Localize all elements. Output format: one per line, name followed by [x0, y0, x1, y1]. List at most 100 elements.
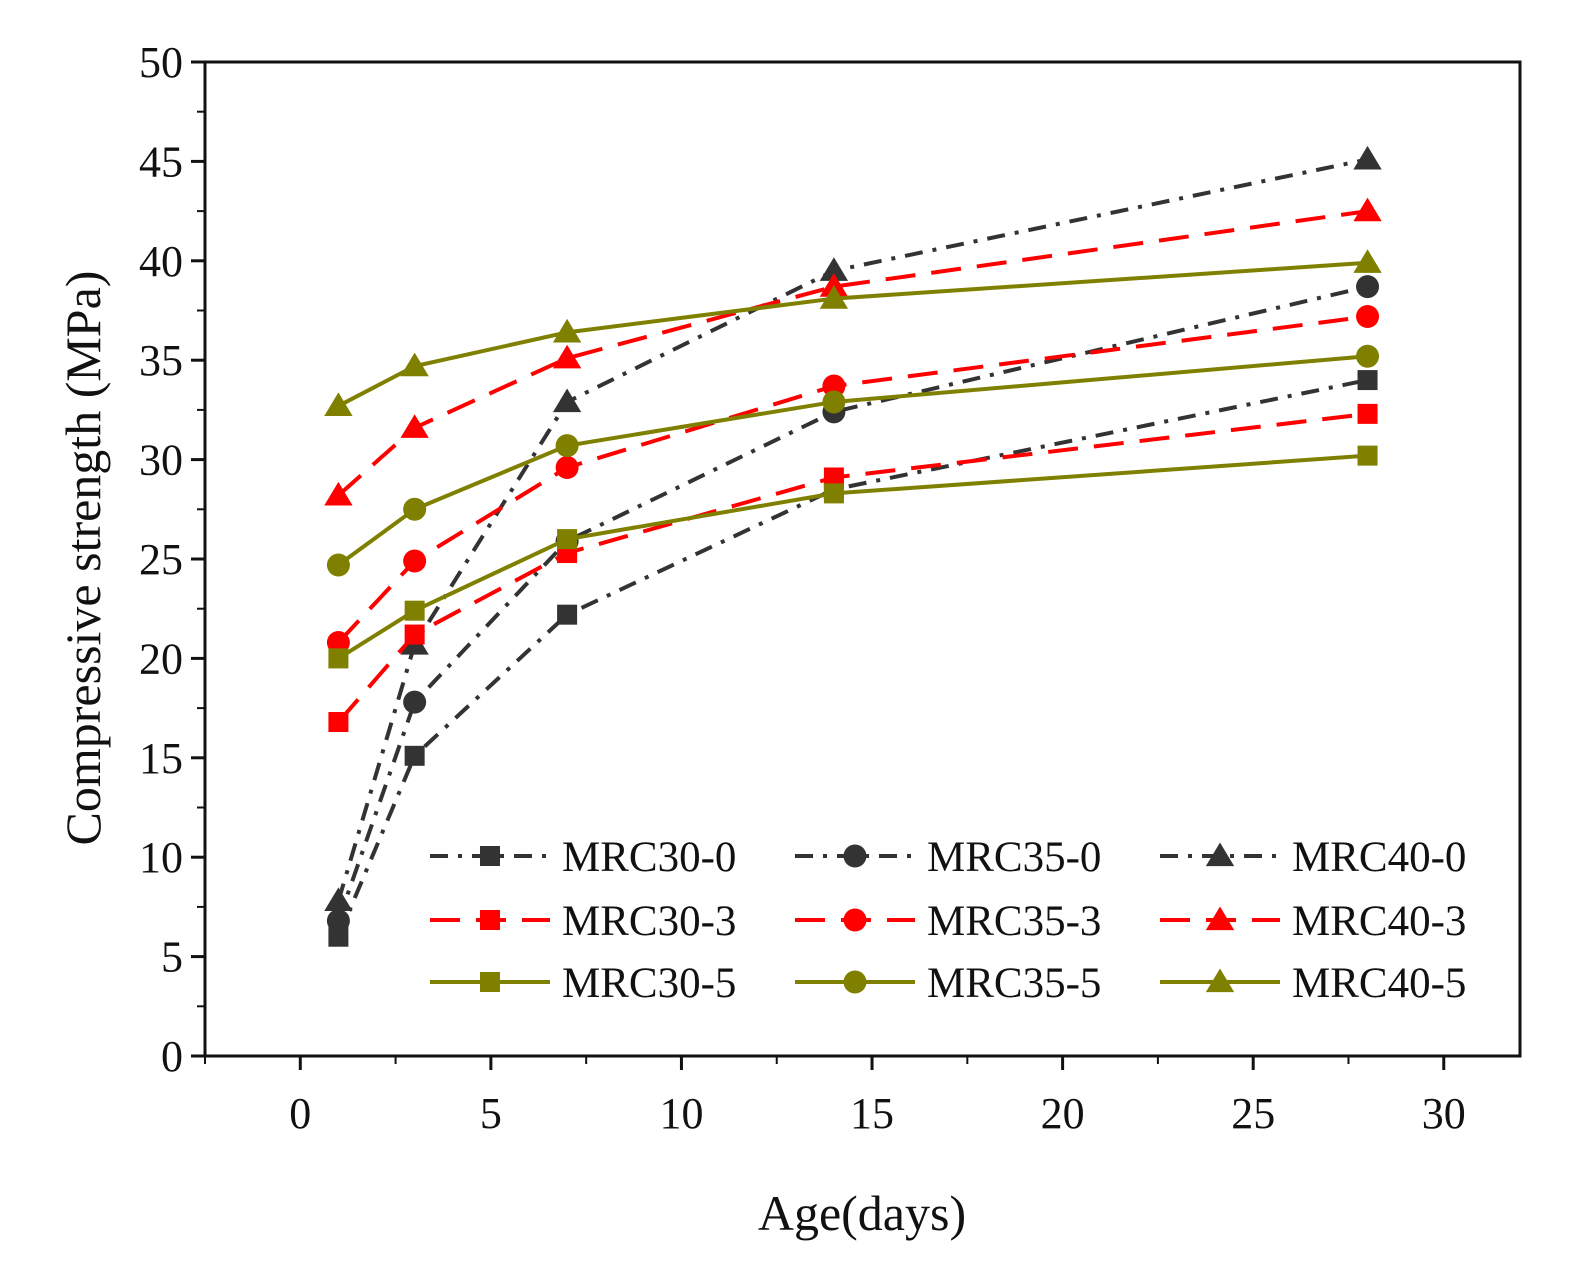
data-point: [324, 481, 353, 506]
data-point: [557, 604, 578, 625]
legend-label: MRC35-0: [927, 834, 1101, 881]
data-point: [324, 887, 353, 912]
legend-marker: [480, 972, 500, 992]
legend-marker: [1205, 906, 1235, 931]
legend-item-mrc40-0: MRC40-0: [1160, 834, 1466, 881]
data-point: [1357, 403, 1378, 424]
data-point: [1353, 249, 1382, 273]
legend-label: MRC40-3: [1292, 898, 1466, 945]
data-point: [328, 648, 349, 669]
legend-item-mrc35-0: MRC35-0: [795, 834, 1101, 881]
data-point: [400, 414, 429, 438]
data-point: [404, 600, 425, 621]
series-line: [336, 378, 1368, 938]
legend-marker: [843, 970, 867, 994]
axes-layer: 0 5 10 15 20 25 30 35 40 45 50 0 5 10 15 20 25 30: [139, 38, 1522, 1138]
series-line: [336, 284, 1368, 922]
x-tick-label: 25: [1231, 1089, 1275, 1138]
y-tick-label: 40: [139, 237, 183, 286]
x-tick-label: 15: [850, 1089, 894, 1138]
legend-item-mrc40-5: MRC40-5: [1160, 960, 1466, 1007]
data-point: [822, 374, 846, 398]
data-point: [400, 352, 429, 377]
x-tick-label: 10: [659, 1089, 703, 1138]
legend-marker: [1205, 968, 1235, 993]
data-point: [1357, 370, 1378, 391]
series-mrc30-5: [328, 445, 1378, 669]
x-tick-label: 0: [289, 1089, 311, 1138]
x-tick-label: 30: [1422, 1089, 1466, 1138]
x-axis-label: Age(days): [758, 1185, 966, 1241]
data-point: [403, 549, 427, 573]
y-tick-label: 35: [139, 336, 183, 385]
data-point: [1356, 344, 1380, 368]
data-point: [819, 273, 849, 297]
data-point: [1353, 145, 1382, 170]
data-point: [403, 690, 427, 714]
series-line: [337, 354, 1368, 567]
series-line: [336, 157, 1368, 902]
data-point: [404, 745, 425, 766]
legend-marker: [843, 908, 867, 932]
legend-item-mrc35-5: MRC35-5: [795, 960, 1101, 1007]
legend-marker: [480, 910, 500, 930]
legend: MRC30-0 MRC35-0 MRC40-0 MRC30-3 MRC35-3 MRC40…: [430, 834, 1466, 1007]
data-point: [819, 285, 849, 309]
y-axis-label: Compressive strength (MPa): [55, 271, 111, 846]
data-point: [326, 630, 350, 654]
data-point: [555, 456, 579, 480]
y-tick-label: 45: [139, 137, 183, 186]
data-point: [552, 318, 582, 343]
data-point: [1356, 275, 1380, 299]
legend-label: MRC40-0: [1292, 834, 1466, 881]
series-mrc40-5: [324, 249, 1382, 417]
legend-item-mrc35-3: MRC35-3: [795, 898, 1101, 945]
data-point: [823, 467, 844, 488]
series-mrc35-0: [326, 275, 1380, 933]
y-tick-label: 20: [139, 634, 183, 683]
series-layer: [324, 145, 1382, 947]
series-line: [337, 209, 1368, 497]
series-mrc40-0: [324, 145, 1382, 912]
y-tick-label: 10: [139, 833, 183, 882]
legend-marker: [480, 846, 500, 866]
data-point: [555, 434, 579, 458]
y-tick-label: 15: [139, 734, 183, 783]
data-point: [552, 388, 582, 413]
data-point: [404, 624, 425, 645]
data-point: [326, 909, 350, 933]
data-point: [403, 497, 427, 521]
data-point: [823, 483, 844, 504]
data-point: [1356, 304, 1380, 328]
legend-marker: [1205, 842, 1235, 867]
legend-item-mrc30-5: MRC30-5: [430, 960, 736, 1007]
series-mrc40-3: [324, 197, 1382, 506]
legend-label: MRC35-3: [927, 898, 1101, 945]
data-point: [819, 257, 849, 281]
series-mrc35-5: [326, 344, 1380, 577]
y-tick-label: 30: [139, 436, 183, 485]
x-tick-label: 20: [1041, 1089, 1085, 1138]
y-tick-label: 50: [139, 38, 183, 87]
y-tick-label: 25: [139, 535, 183, 584]
data-point: [557, 529, 578, 550]
legend-label: MRC40-5: [1292, 960, 1466, 1007]
legend-label: MRC30-3: [562, 898, 736, 945]
x-tick-label: 5: [480, 1089, 502, 1138]
y-tick-label: 5: [161, 933, 183, 982]
legend-item-mrc40-3: MRC40-3: [1160, 898, 1466, 945]
data-point: [328, 712, 349, 733]
data-point: [324, 392, 353, 417]
data-point: [822, 390, 846, 414]
legend-item-mrc30-3: MRC30-3: [430, 898, 736, 945]
series-line: [336, 411, 1368, 724]
data-point: [552, 344, 582, 369]
series-mrc30-3: [328, 403, 1378, 733]
data-point: [1357, 445, 1378, 466]
legend-label: MRC30-5: [562, 960, 736, 1007]
series-mrc35-3: [326, 304, 1380, 654]
legend-label: MRC35-5: [927, 960, 1101, 1007]
legend-item-mrc30-0: MRC30-0: [430, 834, 736, 881]
legend-marker: [843, 844, 867, 868]
